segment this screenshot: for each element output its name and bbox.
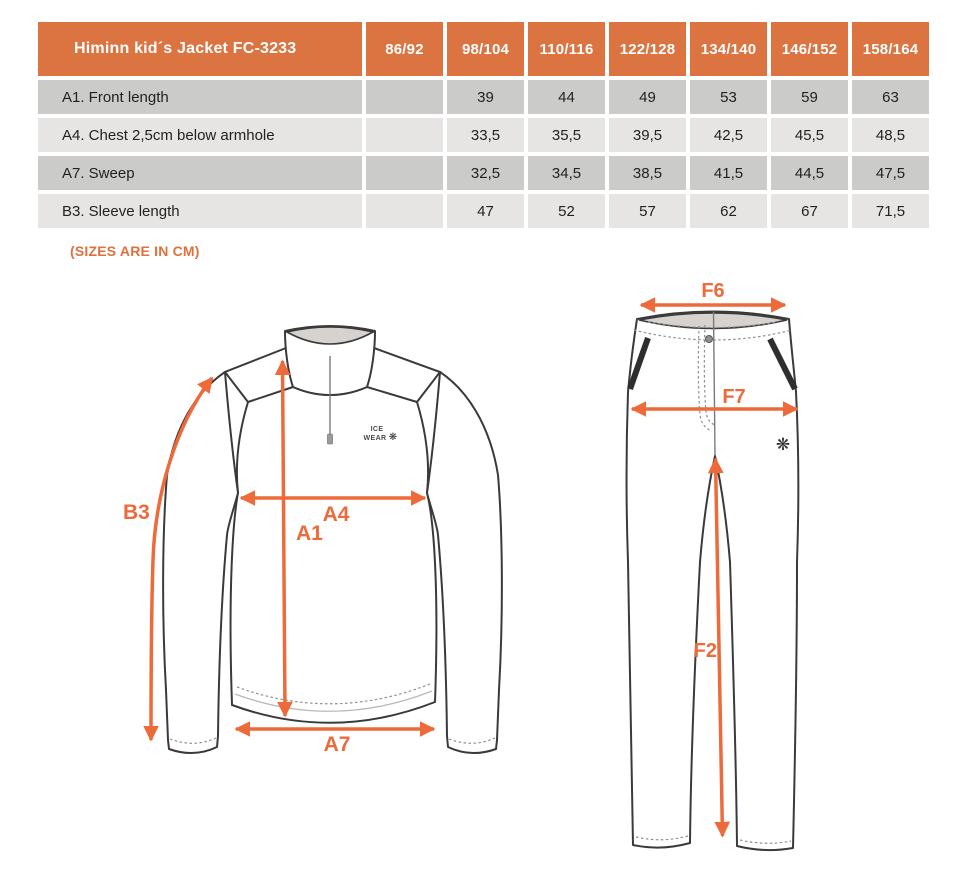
snowflake-icon: ❋ <box>389 432 397 443</box>
collar-inner <box>284 326 376 345</box>
brand-logo-line2: WEAR <box>364 435 387 442</box>
table-header-row: Himinn kid´s Jacket FC-3233 86/92 98/104… <box>38 22 929 76</box>
measurement-value: 57 <box>609 194 686 228</box>
size-header: 158/164 <box>852 22 929 76</box>
zipper <box>327 356 333 445</box>
measurement-label: A4. Chest 2,5cm below armhole <box>38 118 362 152</box>
measurement-value: 34,5 <box>528 156 605 190</box>
measurement-value <box>366 118 443 152</box>
jacket-outline: ICE WEAR ❋ <box>162 325 503 754</box>
measurement-value: 44 <box>528 80 605 114</box>
measurement-value: 47,5 <box>852 156 929 190</box>
snowflake-icon: ❋ <box>776 435 790 455</box>
table-row: A7. Sweep 32,5 34,5 38,5 41,5 44,5 47,5 <box>38 156 929 190</box>
size-header: 98/104 <box>447 22 524 76</box>
measurement-value: 48,5 <box>852 118 929 152</box>
b3-label: B3 <box>123 501 150 524</box>
brand-logo: ICE WEAR ❋ <box>364 426 398 443</box>
b3-arrow <box>143 376 214 742</box>
measurement-value: 67 <box>771 194 848 228</box>
f7-label: F7 <box>722 386 745 408</box>
measurement-value: 53 <box>690 80 767 114</box>
measurement-value <box>366 156 443 190</box>
size-header: 146/152 <box>771 22 848 76</box>
measurement-value: 32,5 <box>447 156 524 190</box>
measurement-label: A7. Sweep <box>38 156 362 190</box>
table-row: A1. Front length 39 44 49 53 59 63 <box>38 80 929 114</box>
product-title: Himinn kid´s Jacket FC-3233 <box>38 22 362 76</box>
jacket-diagram: ICE WEAR ❋ B3 A4 A1 A7 <box>123 325 503 756</box>
measurement-value: 39,5 <box>609 118 686 152</box>
pants-diagram: ❋ F6 F7 F2 <box>625 280 800 852</box>
a1-label: A1 <box>296 522 323 545</box>
size-header: 110/116 <box>528 22 605 76</box>
measurement-value: 44,5 <box>771 156 848 190</box>
jacket-measure-arrows: B3 A4 A1 A7 <box>123 359 436 756</box>
measurement-value: 49 <box>609 80 686 114</box>
measurement-value: 63 <box>852 80 929 114</box>
measurement-value: 47 <box>447 194 524 228</box>
measurement-value: 71,5 <box>852 194 929 228</box>
size-header: 134/140 <box>690 22 767 76</box>
measurement-value: 45,5 <box>771 118 848 152</box>
measurement-value: 39 <box>447 80 524 114</box>
measurement-label: B3. Sleeve length <box>38 194 362 228</box>
waist-button <box>705 335 713 343</box>
measurement-value: 33,5 <box>447 118 524 152</box>
a4-label: A4 <box>323 503 350 526</box>
brand-logo-line1: ICE <box>371 426 384 433</box>
right-pocket-opening <box>767 337 798 391</box>
a7-label: A7 <box>324 733 351 756</box>
f6-label: F6 <box>701 280 724 302</box>
pants-measure-arrows: F6 F7 F2 <box>630 280 799 838</box>
size-table: Himinn kid´s Jacket FC-3233 86/92 98/104… <box>34 18 933 232</box>
measurement-value <box>366 194 443 228</box>
size-header: 122/128 <box>609 22 686 76</box>
left-pocket-opening <box>627 337 651 390</box>
f2-arrow <box>707 457 731 838</box>
measurement-value: 59 <box>771 80 848 114</box>
measurement-value: 42,5 <box>690 118 767 152</box>
measurement-value <box>366 80 443 114</box>
measurement-label: A1. Front length <box>38 80 362 114</box>
measurement-value: 41,5 <box>690 156 767 190</box>
measurement-value: 35,5 <box>528 118 605 152</box>
units-note: (SIZES ARE IN CM) <box>70 243 200 259</box>
pants-outline: ❋ <box>625 310 800 852</box>
table-row: A4. Chest 2,5cm below armhole 33,5 35,5 … <box>38 118 929 152</box>
f2-label: F2 <box>694 640 717 662</box>
size-header: 86/92 <box>366 22 443 76</box>
measurement-value: 52 <box>528 194 605 228</box>
measurement-value: 62 <box>690 194 767 228</box>
table-row: B3. Sleeve length 47 52 57 62 67 71,5 <box>38 194 929 228</box>
a1-arrow <box>274 359 293 718</box>
measurement-value: 38,5 <box>609 156 686 190</box>
